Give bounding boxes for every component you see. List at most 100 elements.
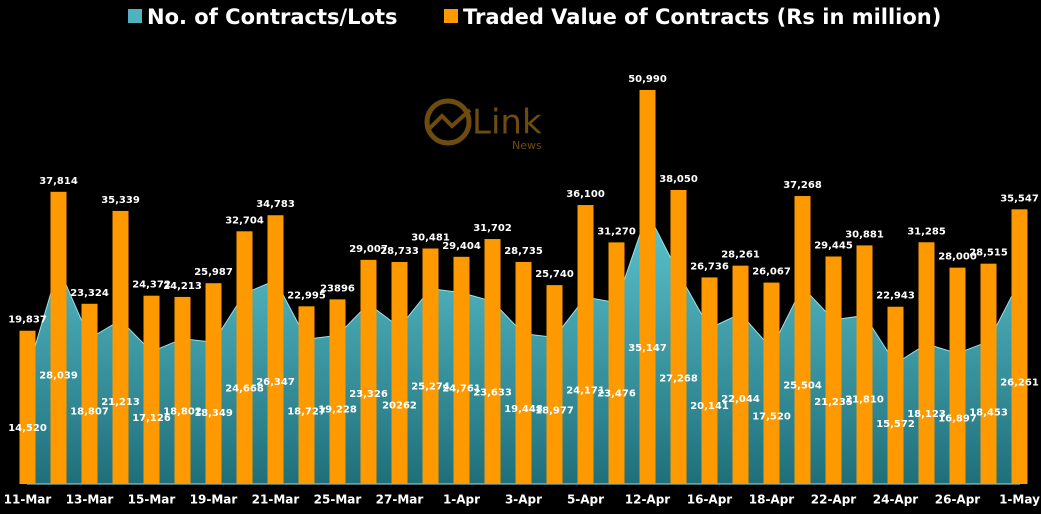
bar — [143, 295, 160, 484]
area-value-label: 27,268 — [659, 374, 698, 385]
area-value-label: 18,977 — [535, 406, 574, 417]
bar-value-label: 25,740 — [535, 269, 574, 280]
bar-value-label: 31,285 — [907, 226, 946, 237]
bar-value-label: 30,481 — [411, 232, 450, 243]
x-tick-label: 25-Mar — [314, 493, 362, 507]
bar — [267, 215, 284, 484]
bar — [298, 306, 315, 484]
bar-value-label: 23896 — [320, 283, 355, 294]
bar-value-label: 24,213 — [163, 281, 202, 292]
area-value-label: 23,633 — [473, 388, 512, 399]
bar-value-label: 37,814 — [39, 176, 78, 187]
area-value-label: 26,347 — [256, 377, 295, 388]
bar — [670, 189, 687, 485]
x-tick-label: 11-Mar — [4, 493, 52, 507]
area-value-label: 16,897 — [938, 414, 977, 425]
legend-label: No. of Contracts/Lots — [147, 5, 398, 29]
area-value-label: 24,668 — [225, 384, 264, 395]
x-tick-label: 3-Apr — [505, 493, 542, 507]
bar — [794, 196, 811, 484]
x-tick-label: 1-May — [999, 493, 1040, 507]
legend-label: Traded Value of Contracts (Rs in million… — [463, 5, 941, 29]
legend-swatch — [444, 9, 458, 23]
area-value-label: 23,326 — [349, 389, 388, 400]
area-value-label: 21,235 — [814, 397, 853, 408]
area-value-label: 24,171 — [566, 386, 605, 397]
bar-value-label: 34,783 — [256, 199, 295, 210]
bar — [112, 210, 129, 484]
area-value-label: 15,572 — [876, 419, 915, 430]
x-tick-label: 5-Apr — [567, 493, 604, 507]
area-value-label: 24,761 — [442, 383, 481, 394]
bar-value-label: 31,270 — [597, 226, 636, 237]
bar-value-label: 24,372 — [132, 280, 171, 291]
bar — [453, 256, 470, 484]
logo-sub: News — [512, 139, 542, 152]
bar — [763, 282, 780, 484]
area-value-label: 18,453 — [969, 408, 1008, 419]
x-tick-label: 16-Apr — [687, 493, 733, 507]
bar-value-label: 35,339 — [101, 195, 140, 206]
bar-value-label: 28,515 — [969, 248, 1008, 259]
x-tick-label: 13-Mar — [66, 493, 114, 507]
bar-value-label: 29,445 — [814, 240, 853, 251]
area-value-label: 17,520 — [752, 411, 791, 422]
bar-value-label: 25,987 — [194, 267, 233, 278]
area-value-label: 18,807 — [70, 406, 109, 417]
bar-value-label: 28,733 — [380, 246, 419, 257]
logo-ring — [424, 98, 472, 146]
bar — [81, 303, 98, 484]
area-value-label: 18,802 — [163, 406, 202, 417]
area-value-label: 18,349 — [194, 408, 233, 419]
bar — [980, 263, 997, 484]
bar — [577, 205, 594, 484]
bar-value-label: 30,881 — [845, 229, 884, 240]
bar-value-label: 22,943 — [876, 291, 915, 302]
x-tick-label: 18-Apr — [749, 493, 795, 507]
bar — [701, 277, 718, 484]
x-tick-label: 26-Apr — [935, 493, 981, 507]
bar-value-label: 35,547 — [1000, 193, 1039, 204]
x-tick-label: 24-Apr — [873, 493, 919, 507]
area-value-label: 22,044 — [721, 394, 760, 405]
area-value-label: 25,274 — [411, 381, 450, 392]
bar-value-label: 29,404 — [442, 241, 481, 252]
bar-value-label: 28,000 — [938, 252, 977, 263]
bar — [856, 245, 873, 484]
x-tick-label: 15-Mar — [128, 493, 176, 507]
area-value-label: 14,520 — [8, 423, 47, 434]
area-value-label: 25,504 — [783, 380, 822, 391]
bar — [422, 248, 439, 484]
logo-line — [426, 108, 472, 132]
area-value-label: 19,228 — [318, 405, 357, 416]
bar-value-label: 29,007 — [349, 244, 388, 255]
bar-value-label: 37,268 — [783, 180, 822, 191]
bar — [887, 306, 904, 484]
bar — [50, 191, 67, 484]
area-value-label: 28,039 — [39, 371, 78, 382]
bar-value-label: 23,324 — [70, 288, 109, 299]
bar — [732, 265, 749, 484]
bar — [949, 267, 966, 484]
bar — [174, 296, 191, 484]
area-value-label: 20262 — [382, 401, 417, 412]
bar — [608, 242, 625, 484]
bar — [360, 259, 377, 484]
bar — [329, 299, 346, 484]
area-value-label: 20,141 — [690, 401, 729, 412]
bar — [236, 231, 253, 484]
bar — [484, 239, 501, 484]
area-value-label: 21,810 — [845, 395, 884, 406]
x-tick-label: 1-Apr — [443, 493, 480, 507]
bar — [515, 261, 532, 484]
bar — [918, 242, 935, 484]
area-value-label: 26,261 — [1000, 378, 1039, 389]
bar-value-label: 22,995 — [287, 290, 326, 301]
bar-value-label: 31,702 — [473, 223, 512, 234]
x-tick-label: 19-Mar — [190, 493, 238, 507]
area-value-label: 18,727 — [287, 407, 326, 418]
bar-value-label: 36,100 — [566, 189, 605, 200]
area-value-label: 35,147 — [628, 343, 667, 354]
